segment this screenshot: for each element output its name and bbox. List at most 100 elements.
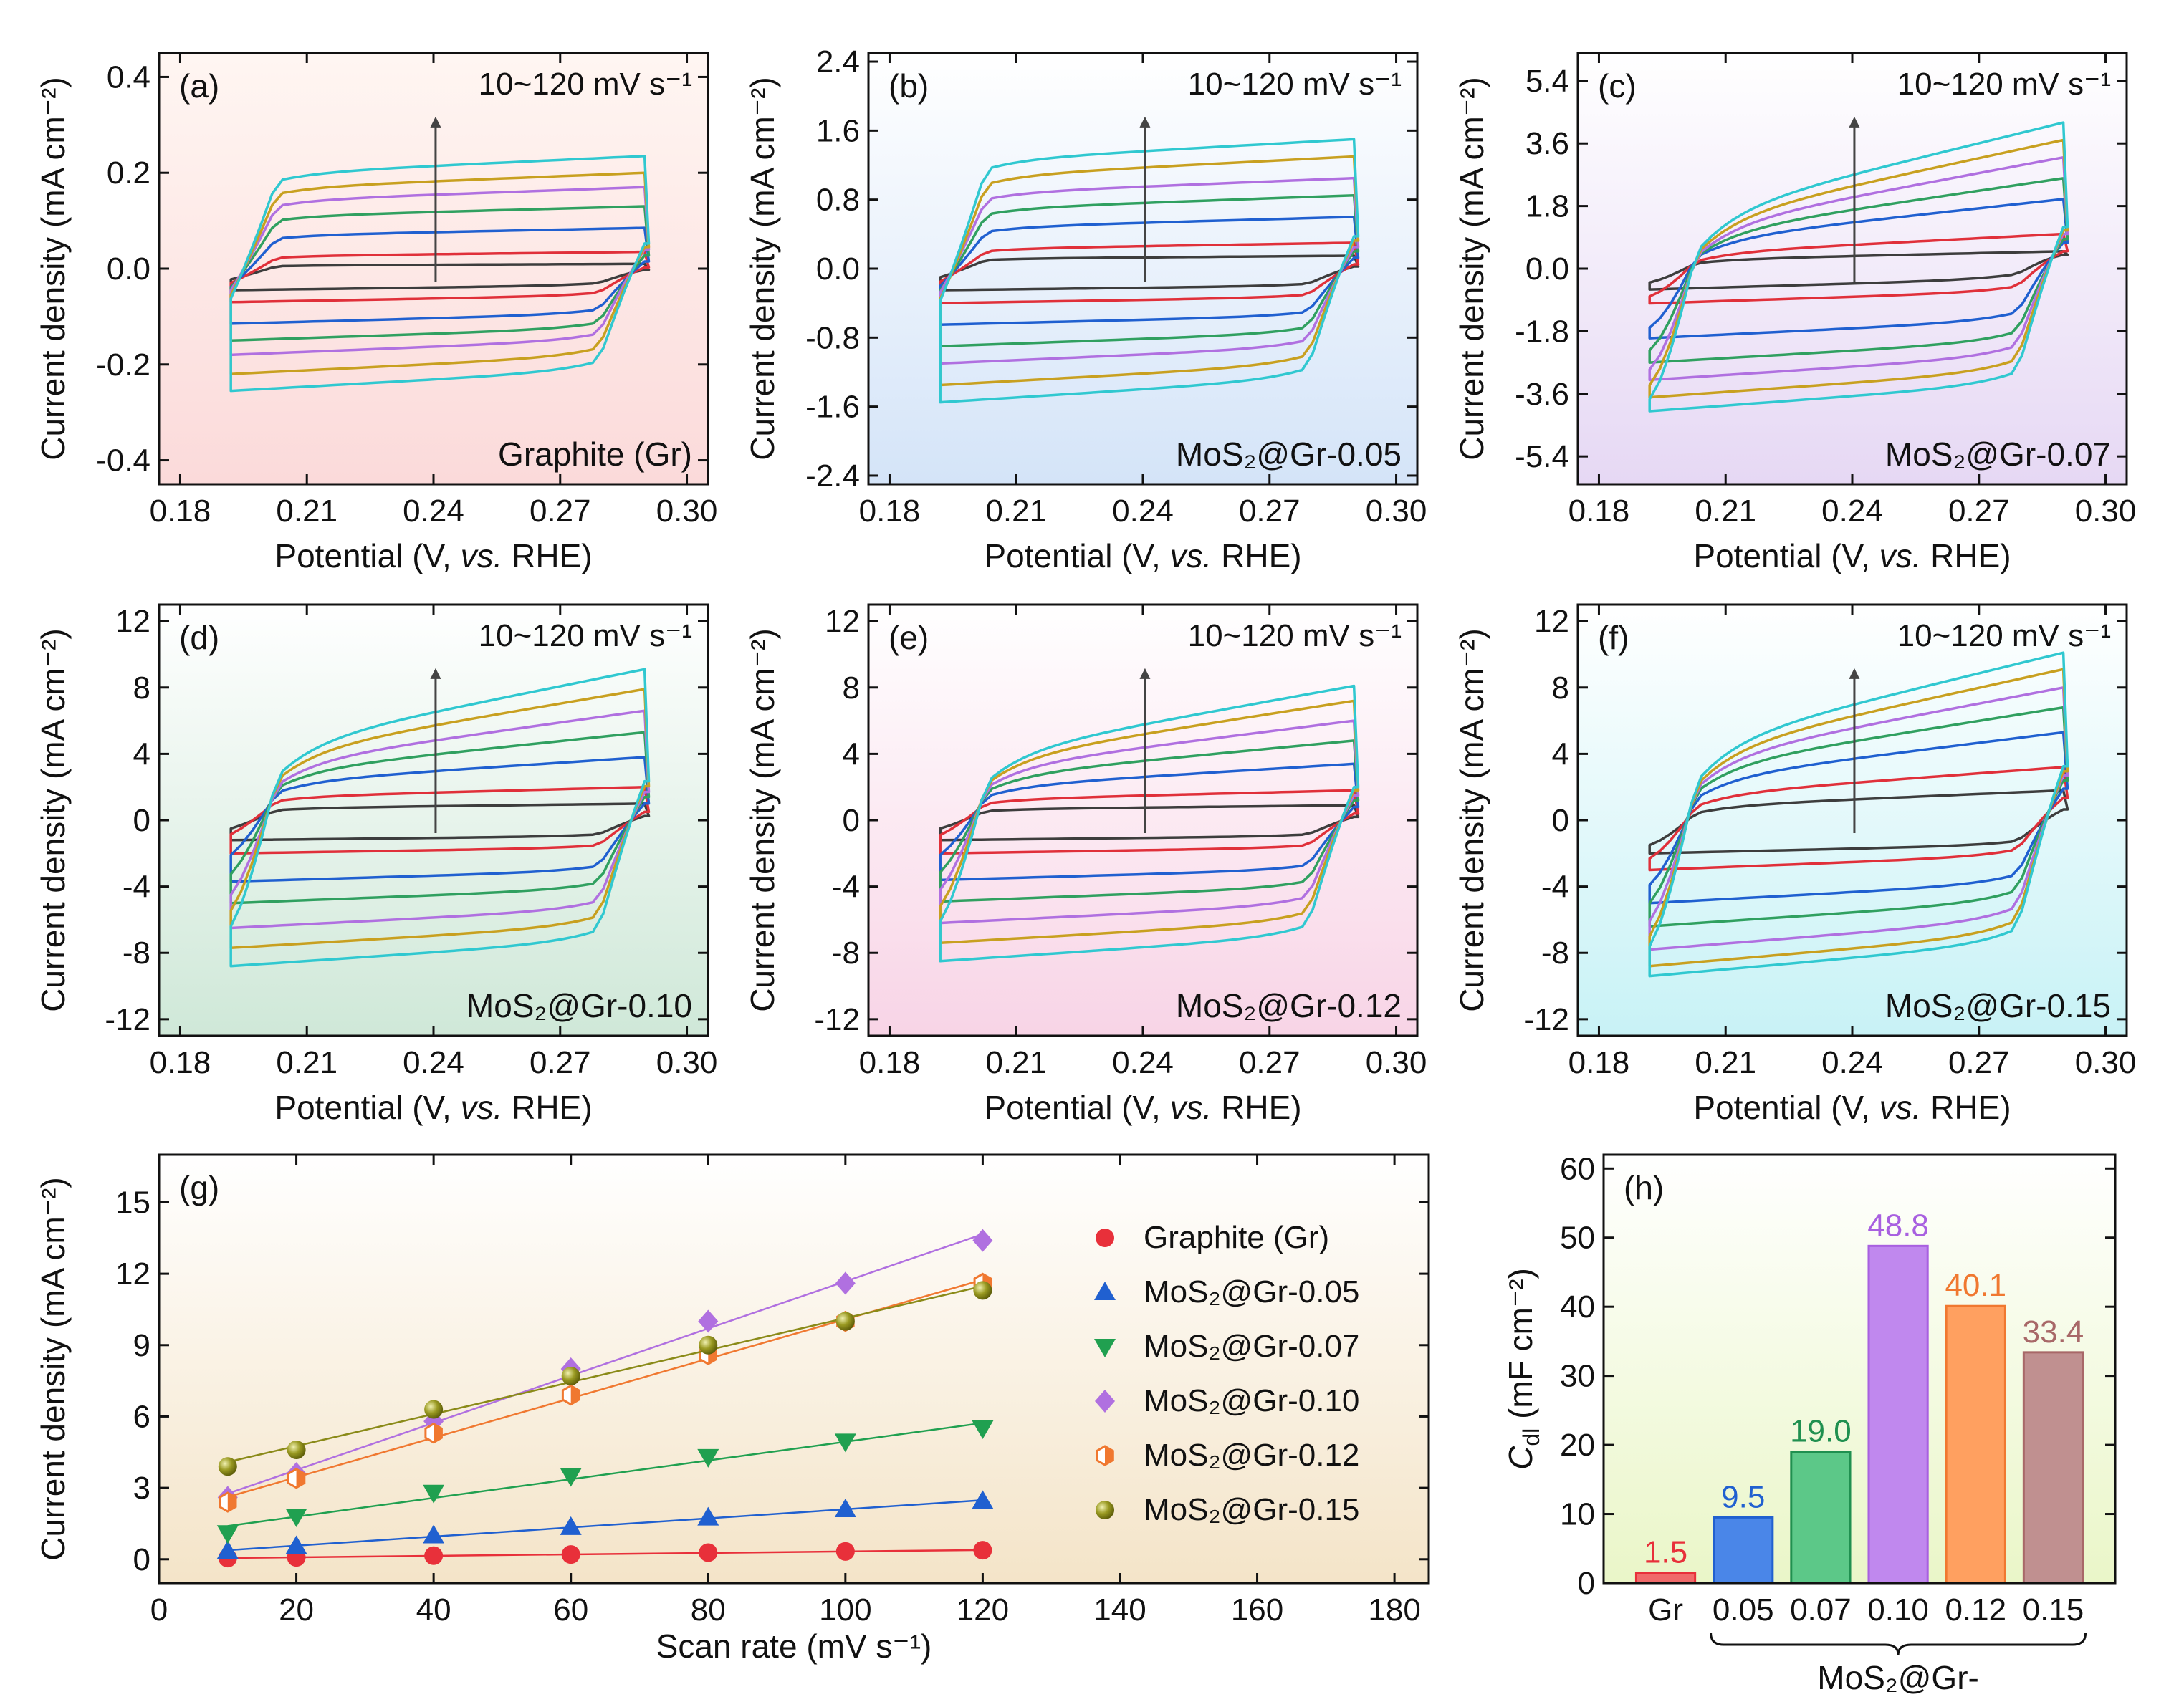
data-point	[972, 1490, 994, 1509]
x-tick-label: 0.21	[985, 1045, 1047, 1080]
y-tick-label: 12	[115, 1256, 150, 1292]
data-point	[218, 1457, 237, 1476]
cv-loop	[1648, 706, 2069, 928]
cv-loop	[939, 155, 1360, 387]
x-tick-label: 0.30	[2075, 494, 2137, 529]
y-tick-label: 12	[1534, 604, 1569, 639]
data-point	[1096, 1229, 1114, 1247]
y-tick-label: 4	[1552, 736, 1569, 771]
y-axis-title-unit: (mF cm⁻²)	[1502, 1268, 1539, 1428]
data-point	[835, 1542, 855, 1561]
y-tick-label: 8	[133, 670, 150, 706]
y-tick-label: 9	[133, 1328, 150, 1363]
legend-entry: MoS₂@Gr-0.12	[1144, 1438, 1359, 1473]
x-tick-label: 0.30	[1366, 494, 1427, 529]
legend-entry: MoS₂@Gr-0.10	[1144, 1383, 1359, 1418]
y-tick-label: 20	[1560, 1428, 1595, 1463]
y-tick-label: -8	[832, 936, 860, 971]
panel-label: (d)	[179, 619, 219, 656]
x-tick-label: 40	[416, 1592, 451, 1628]
fit-line	[227, 1422, 983, 1527]
cv-loop	[229, 262, 651, 292]
x-tick-label: 0.27	[1239, 494, 1301, 529]
sample-label: MoS₂@Gr-0.12	[1176, 987, 1402, 1024]
y-tick-label: 0.2	[107, 155, 150, 191]
data-point	[699, 1335, 718, 1355]
y-tick-label: 15	[115, 1185, 150, 1220]
data-point	[423, 1524, 445, 1544]
cv-loop	[939, 241, 1360, 304]
x-axis-title: Potential (V, vs. RHE)	[984, 537, 1301, 574]
sample-label: MoS₂@Gr-0.05	[1176, 436, 1402, 473]
y-tick-label: 6	[133, 1399, 150, 1434]
x-tick-label: 0.18	[1568, 494, 1630, 529]
cv-loop	[229, 186, 651, 357]
series-5: MoS₂@Gr-0.15	[218, 1281, 1359, 1527]
cv-loop	[1648, 249, 2069, 291]
x-tick-label: 0.18	[859, 494, 921, 529]
cv-loop	[1648, 177, 2069, 364]
x-tick-label: 0.30	[1366, 1045, 1427, 1080]
y-tick-label: -4	[1541, 870, 1569, 905]
data-point	[697, 1506, 719, 1526]
x-tick-label: 0.10	[1867, 1592, 1929, 1628]
panel-label: (c)	[1598, 67, 1637, 105]
data-point	[216, 1525, 239, 1544]
data-point	[287, 1468, 306, 1489]
cv-loop	[1648, 789, 2069, 855]
panel-label: (f)	[1598, 619, 1629, 656]
fit-line	[227, 1285, 983, 1463]
x-axis-title-end: RHE)	[1921, 537, 2011, 574]
x-tick-label: 0.15	[2023, 1592, 2084, 1628]
cv-loop	[939, 804, 1360, 842]
x-axis-title-end: RHE)	[1212, 537, 1301, 574]
y-tick-label: -4	[832, 870, 860, 905]
plot-background	[868, 605, 1417, 1036]
cv-loop	[1648, 155, 2069, 382]
bar-value-label: 9.5	[1721, 1479, 1765, 1514]
y-tick-label: -8	[123, 936, 150, 971]
data-point	[560, 1516, 582, 1535]
bar	[1634, 1572, 1697, 1585]
cv-loop	[939, 216, 1360, 327]
fit-line	[227, 1233, 983, 1495]
y-axis-title: Current density (mA cm⁻²)	[1453, 628, 1490, 1012]
series-0: Graphite (Gr)	[218, 1220, 1329, 1568]
x-axis-title-part: Potential (V,	[274, 537, 460, 574]
x-tick-label: 0.30	[656, 1045, 718, 1080]
x-tick-label: 0.21	[1695, 1045, 1756, 1080]
x-tick-label: 0.21	[985, 494, 1047, 529]
y-axis-title: Current density (mA cm⁻²)	[34, 628, 72, 1012]
y-tick-label: 0	[843, 803, 860, 838]
x-axis-title: Potential (V, vs. RHE)	[274, 537, 592, 574]
cv-loop	[229, 205, 651, 342]
y-tick-label: 8	[843, 670, 860, 706]
x-tick-label: 0.21	[276, 494, 337, 529]
x-tick-label: 0.24	[1821, 494, 1883, 529]
cv-loop	[1648, 651, 2069, 978]
data-point	[834, 1433, 856, 1453]
x-tick-label: 0.07	[1790, 1592, 1852, 1628]
data-point	[699, 1543, 718, 1562]
plot-frame	[1602, 1153, 2117, 1585]
x-group-label: MoS₂@Gr-	[1817, 1659, 1979, 1696]
data-point	[834, 1499, 856, 1518]
legend-entry: MoS₂@Gr-0.07	[1144, 1329, 1359, 1364]
x-axis-title-italic: vs.	[461, 1089, 503, 1126]
plot-background	[159, 605, 708, 1036]
y-tick-label: -5.4	[1515, 439, 1569, 474]
bar	[1713, 1516, 1774, 1585]
x-axis-title-part: Potential (V,	[984, 1089, 1169, 1126]
y-tick-label: -1.6	[805, 390, 860, 425]
scan-rate-label: 10~120 mV s⁻¹	[1188, 618, 1402, 653]
panel-d: 0.18 0.21 0.24 0.27 0.30 -12 -8 -4 0 4 8 12 (d) 10~12…	[34, 603, 718, 1126]
x-tick-label: 0.05	[1713, 1592, 1774, 1628]
bar-value-label: 1.5	[1644, 1535, 1687, 1570]
y-axis-title-symbol: C	[1502, 1446, 1539, 1470]
cv-loop	[1648, 731, 2069, 905]
x-tick-label: 0.27	[1948, 494, 2010, 529]
x-tick-label: 0.27	[1948, 1045, 2010, 1080]
y-tick-label: 2.4	[816, 44, 860, 80]
x-tick-label: 0.21	[276, 1045, 337, 1080]
data-point	[216, 1540, 239, 1559]
